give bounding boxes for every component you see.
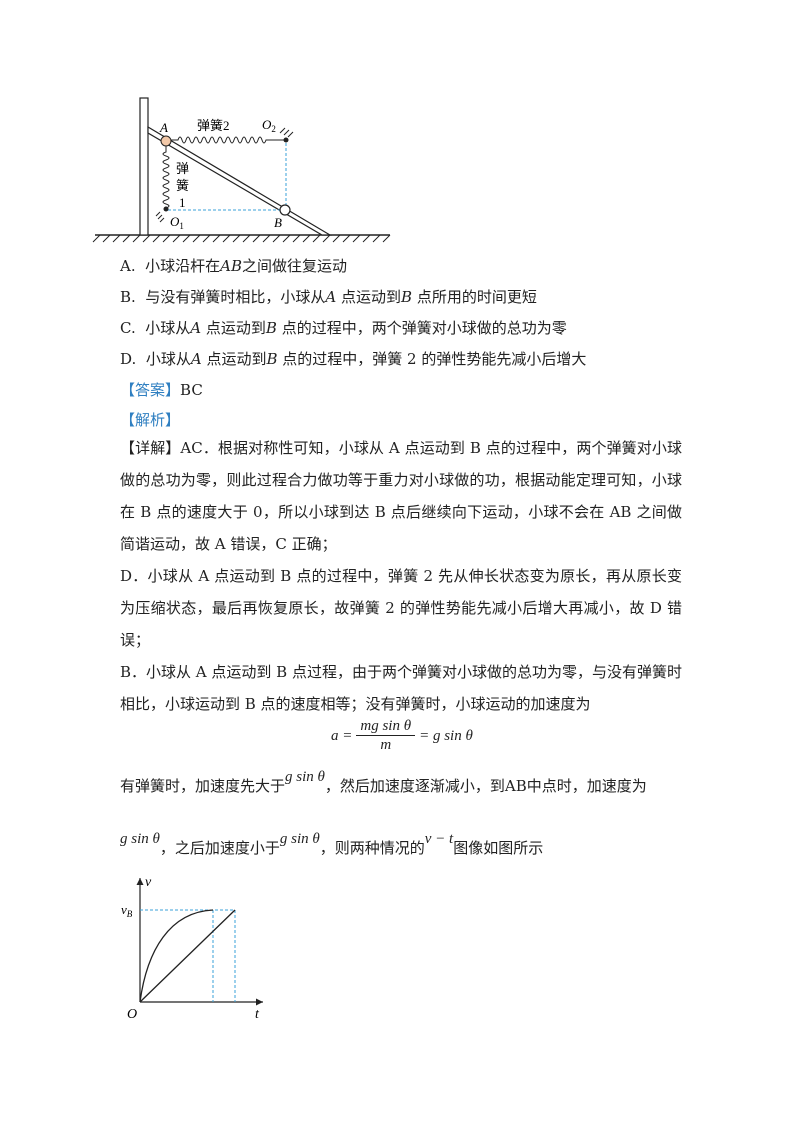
label-O2: O2 (262, 117, 276, 134)
v-axis-label: v (145, 875, 152, 890)
ball-at-A (160, 135, 172, 147)
v-t-graph: v t O vB (121, 875, 263, 1022)
answer-line: 【答案】BC (120, 380, 203, 400)
spring1-label-3: 1 (179, 195, 186, 210)
detail-paragraph-3: B．小球从 A 点运动到 B 点过程，由于两个弹簧对小球做的总功为零，与没有弹簧… (120, 663, 682, 713)
answer-value: BC (180, 381, 203, 399)
ball-at-B (279, 204, 291, 216)
spring2-label: 弹簧2 (197, 118, 230, 133)
spring1-label-1: 弹 (176, 161, 189, 176)
option-d: D. 小球从A 点运动到B 点的过程中，弹簧 2 的弹性势能先减小后增大 (120, 350, 587, 368)
vb-label: vB (121, 902, 133, 919)
acceleration-formula: a = mg sin θ = g sin θ m (331, 718, 473, 753)
label-A: A (159, 120, 168, 135)
vertical-wall (139, 97, 149, 236)
analysis-tag: 【解析】 (120, 411, 181, 429)
line-without-springs (139, 909, 236, 1003)
spring-1 (162, 146, 170, 209)
label-O1: O1 (170, 214, 184, 231)
spring1-label-2: 簧 (176, 178, 189, 193)
option-c: C. 小球从A 点运动到B 点的过程中，两个弹簧对小球做的总功为零 (120, 319, 567, 337)
detail-paragraph-1: 【详解】AC．根据对称性可知，小球从 A 点运动到 B 点的过程中，两个弹簧对小… (120, 439, 682, 553)
option-b: B. 与没有弹簧时相比，小球从A 点运动到B 点所用的时间更短 (120, 288, 537, 306)
spring-2 (171, 136, 275, 144)
analysis-line: 【解析】 (120, 410, 180, 430)
t-axis-label: t (255, 1007, 260, 1022)
label-B: B (274, 215, 282, 230)
after-formula-line-1: 有弹簧时，加速度先大于g sin θ，然后加速度逐渐减小，到AB中点时，加速度为 (120, 769, 647, 795)
origin-label: O (127, 1007, 137, 1022)
option-a: A. 小球沿杆在AB之间做往复运动 (120, 257, 348, 275)
spring-incline-figure: A B O1 O2 弹簧2 弹 簧 1 (92, 97, 391, 243)
detail-paragraph-2: D．小球从 A 点运动到 B 点的过程中，弹簧 2 先从伸长状态变为原长，再从原… (120, 567, 682, 649)
answer-tag: 【答案】 (120, 381, 181, 399)
after-formula-line-2: g sin θ，之后加速度小于g sin θ，则两种情况的v − t图像如图所示 (120, 831, 544, 857)
curve-with-springs (139, 909, 214, 1003)
